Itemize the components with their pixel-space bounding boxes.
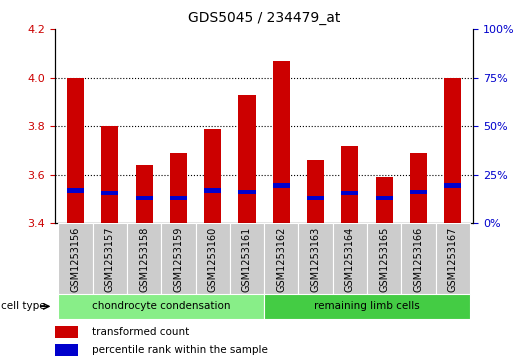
Bar bbox=[264, 223, 299, 294]
Text: chondrocyte condensation: chondrocyte condensation bbox=[92, 301, 231, 311]
Bar bbox=[59, 223, 93, 294]
Bar bbox=[342, 191, 358, 195]
Title: GDS5045 / 234479_at: GDS5045 / 234479_at bbox=[188, 11, 340, 25]
Bar bbox=[170, 153, 187, 223]
Text: percentile rank within the sample: percentile rank within the sample bbox=[92, 345, 268, 355]
Text: GSM1253162: GSM1253162 bbox=[276, 227, 286, 292]
Text: GSM1253160: GSM1253160 bbox=[208, 227, 218, 292]
Bar bbox=[59, 294, 264, 319]
Bar bbox=[55, 326, 78, 338]
Bar bbox=[230, 223, 264, 294]
Bar bbox=[135, 165, 153, 223]
Bar bbox=[272, 183, 290, 188]
Bar bbox=[376, 177, 393, 223]
Bar bbox=[264, 294, 470, 319]
Bar bbox=[410, 189, 427, 194]
Bar bbox=[204, 188, 221, 193]
Bar bbox=[436, 223, 470, 294]
Bar bbox=[272, 61, 290, 223]
Bar bbox=[376, 196, 393, 200]
Text: GSM1253159: GSM1253159 bbox=[174, 227, 184, 292]
Bar bbox=[444, 78, 461, 223]
Bar bbox=[307, 196, 324, 200]
Text: GSM1253163: GSM1253163 bbox=[311, 227, 321, 292]
Bar bbox=[127, 223, 161, 294]
Text: GSM1253165: GSM1253165 bbox=[379, 227, 389, 292]
Bar bbox=[55, 344, 78, 356]
Bar bbox=[204, 129, 221, 223]
Text: GSM1253156: GSM1253156 bbox=[71, 227, 81, 292]
Bar bbox=[93, 223, 127, 294]
Bar bbox=[410, 153, 427, 223]
Bar bbox=[101, 126, 118, 223]
Text: remaining limb cells: remaining limb cells bbox=[314, 301, 420, 311]
Bar bbox=[196, 223, 230, 294]
Text: GSM1253158: GSM1253158 bbox=[139, 227, 149, 292]
Text: GSM1253166: GSM1253166 bbox=[414, 227, 424, 292]
Text: GSM1253164: GSM1253164 bbox=[345, 227, 355, 292]
Bar bbox=[367, 223, 401, 294]
Bar bbox=[307, 160, 324, 223]
Bar bbox=[67, 188, 84, 193]
Bar bbox=[342, 146, 358, 223]
Text: GSM1253161: GSM1253161 bbox=[242, 227, 252, 292]
Text: GSM1253157: GSM1253157 bbox=[105, 227, 115, 292]
Bar bbox=[333, 223, 367, 294]
Text: GSM1253167: GSM1253167 bbox=[448, 227, 458, 292]
Bar bbox=[101, 191, 118, 195]
Bar bbox=[170, 196, 187, 200]
Bar bbox=[299, 223, 333, 294]
Bar bbox=[161, 223, 196, 294]
Bar bbox=[238, 95, 256, 223]
Text: transformed count: transformed count bbox=[92, 327, 189, 337]
Bar bbox=[444, 183, 461, 188]
Bar bbox=[135, 196, 153, 200]
Bar bbox=[238, 189, 256, 194]
Bar bbox=[67, 78, 84, 223]
Bar bbox=[401, 223, 436, 294]
Text: cell type: cell type bbox=[1, 301, 46, 311]
